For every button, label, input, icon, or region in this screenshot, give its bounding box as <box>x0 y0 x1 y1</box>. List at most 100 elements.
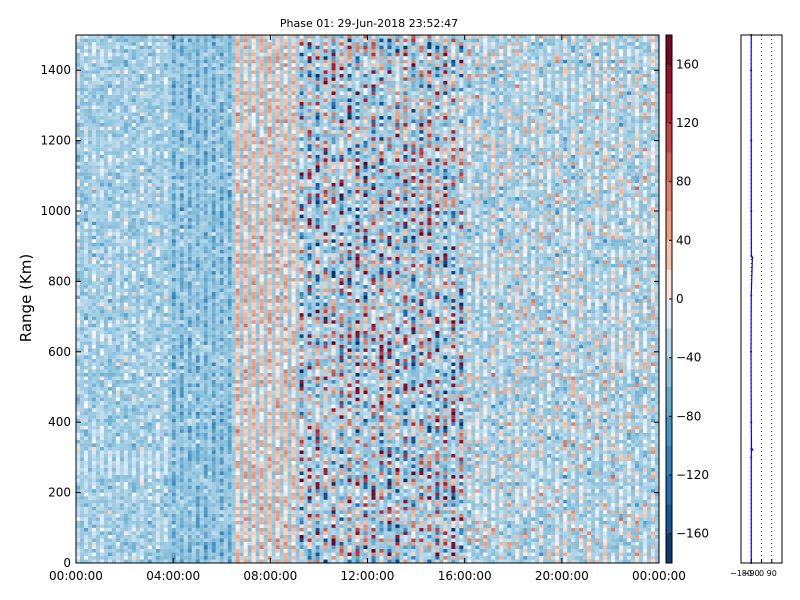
heatmap-cell <box>92 295 96 299</box>
heatmap-cell <box>176 56 180 60</box>
heatmap-cell <box>136 299 140 303</box>
heatmap-cell <box>172 412 176 416</box>
heatmap-cell <box>104 401 108 405</box>
heatmap-cell <box>176 489 180 493</box>
heatmap-cell <box>200 422 204 426</box>
heatmap-cell <box>136 376 140 380</box>
heatmap-cell <box>116 60 120 64</box>
heatmap-cell <box>124 479 128 483</box>
heatmap-cell <box>124 239 128 243</box>
heatmap-cell <box>200 415 204 419</box>
heatmap-cell <box>140 98 144 102</box>
heatmap-cell <box>76 391 80 395</box>
heatmap-cell <box>116 369 120 373</box>
heatmap-cell <box>160 218 164 222</box>
heatmap-cell <box>92 507 96 511</box>
heatmap-cell <box>152 134 156 138</box>
heatmap-cell <box>136 151 140 155</box>
heatmap-cell <box>92 341 96 345</box>
heatmap-cell <box>176 243 180 247</box>
heatmap-cell <box>112 239 116 243</box>
heatmap-cell <box>80 211 84 215</box>
heatmap-cell <box>156 204 160 208</box>
heatmap-cell <box>104 443 108 447</box>
heatmap-cell <box>176 211 180 215</box>
heatmap-cell <box>140 274 144 278</box>
heatmap-cell <box>88 193 92 197</box>
heatmap-cell <box>148 190 152 194</box>
heatmap-cell <box>188 127 192 131</box>
heatmap-cell <box>76 39 80 43</box>
heatmap-cell <box>184 535 188 539</box>
heatmap-cell <box>96 405 100 409</box>
heatmap-cell <box>96 239 100 243</box>
heatmap-cell <box>124 457 128 461</box>
heatmap-cell <box>192 95 196 99</box>
heatmap-cell <box>88 310 92 314</box>
heatmap-cell <box>100 274 104 278</box>
heatmap-cell <box>80 313 84 317</box>
heatmap-cell <box>116 489 120 493</box>
heatmap-cell <box>100 394 104 398</box>
heatmap-cell <box>96 246 100 250</box>
heatmap-cell <box>188 295 192 299</box>
heatmap-cell <box>188 355 192 359</box>
heatmap-cell <box>108 479 112 483</box>
heatmap-cell <box>192 380 196 384</box>
heatmap-cell <box>100 98 104 102</box>
heatmap-cell <box>156 236 160 240</box>
heatmap-cell <box>160 493 164 497</box>
heatmap-cell <box>172 215 176 219</box>
heatmap-cell <box>168 95 172 99</box>
heatmap-cell <box>124 391 128 395</box>
heatmap-cell <box>96 464 100 468</box>
heatmap-cell <box>76 123 80 127</box>
heatmap-cell <box>200 155 204 159</box>
heatmap-cell <box>172 49 176 53</box>
heatmap-cell <box>112 295 116 299</box>
heatmap-cell <box>192 176 196 180</box>
heatmap-cell <box>116 158 120 162</box>
heatmap-cell <box>172 67 176 71</box>
heatmap-cell <box>196 253 200 257</box>
heatmap-cell <box>132 109 136 113</box>
heatmap-cell <box>88 542 92 546</box>
heatmap-cell <box>140 35 144 39</box>
heatmap-cell <box>152 49 156 53</box>
heatmap-cell <box>92 211 96 215</box>
heatmap-cell <box>132 222 136 226</box>
heatmap-cell <box>84 383 88 387</box>
heatmap-cell <box>124 524 128 528</box>
heatmap-cell <box>136 387 140 391</box>
heatmap-cell <box>152 53 156 57</box>
heatmap-cell <box>184 225 188 229</box>
heatmap-cell <box>112 119 116 123</box>
heatmap-cell <box>176 74 180 78</box>
heatmap-cell <box>132 91 136 95</box>
heatmap-cell <box>176 172 180 176</box>
heatmap-cell <box>176 419 180 423</box>
heatmap-cell <box>200 303 204 307</box>
heatmap-cell <box>168 528 172 532</box>
heatmap-cell <box>144 215 148 219</box>
heatmap-cell <box>204 531 208 535</box>
heatmap-cell <box>108 46 112 50</box>
heatmap-cell <box>152 324 156 328</box>
heatmap-cell <box>148 218 152 222</box>
heatmap-cell <box>140 426 144 430</box>
heatmap-cell <box>108 405 112 409</box>
heatmap-cell <box>80 482 84 486</box>
heatmap-cell <box>208 486 212 490</box>
heatmap-cell <box>164 303 168 307</box>
heatmap-cell <box>152 341 156 345</box>
heatmap-cell <box>120 468 124 472</box>
heatmap-cell <box>160 134 164 138</box>
heatmap-cell <box>88 362 92 366</box>
heatmap-cell <box>88 436 92 440</box>
heatmap-cell <box>76 422 80 426</box>
heatmap-cell <box>120 327 124 331</box>
heatmap-cell <box>136 74 140 78</box>
heatmap-cell <box>148 471 152 475</box>
heatmap-cell <box>196 98 200 102</box>
heatmap-cell <box>128 109 132 113</box>
